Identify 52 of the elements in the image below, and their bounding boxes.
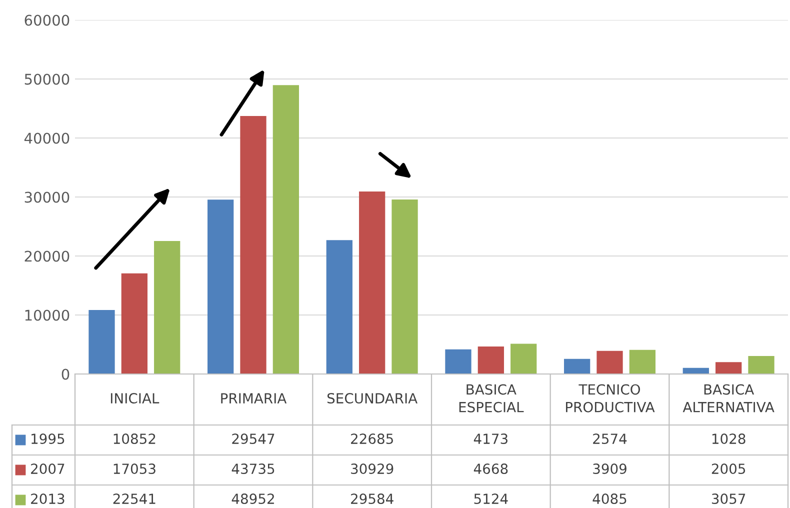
x-tick-label: BASICA ESPECIAL: [459, 384, 524, 412]
y-tick-label: 10000: [25, 310, 70, 321]
bar: [596, 350, 623, 374]
bar: [510, 344, 537, 374]
data-label: 22541: [113, 494, 156, 504]
data-label: 2005: [712, 464, 746, 474]
data-label: 3909: [593, 464, 626, 474]
y-tick-label: 60000: [24, 14, 70, 26]
data-label: 48952: [232, 494, 274, 504]
bar: [326, 240, 352, 374]
y-tick-label: 20000: [24, 250, 70, 262]
data-label: 4668: [474, 464, 508, 474]
bar: [478, 346, 504, 374]
bar: [240, 116, 266, 374]
bar: [629, 350, 656, 374]
data-label: 2574: [593, 434, 627, 444]
data-label: 1028: [712, 434, 746, 444]
bar: [682, 368, 709, 374]
y-tick-label: 40000: [24, 132, 70, 144]
legend-label: 2007: [31, 464, 64, 474]
y-tick-label: 0: [62, 368, 70, 380]
bar: [359, 192, 386, 374]
data-label: 30929: [351, 464, 394, 474]
x-tick-label: BASICA ALTERNATIVA: [682, 384, 774, 412]
data-label: 5124: [474, 494, 508, 504]
bar: [208, 200, 234, 374]
y-tick-label: 30000: [24, 192, 70, 203]
data-label: 10852: [114, 434, 156, 444]
bar: [272, 85, 299, 374]
bar: [748, 356, 774, 374]
bar: [392, 199, 418, 374]
data-label: 4085: [592, 494, 626, 504]
bar: [88, 310, 115, 374]
x-tick-label: INICIAL: [110, 393, 160, 404]
y-tick-label: 50000: [24, 74, 70, 85]
data-label: 4173: [474, 434, 508, 444]
bar: [716, 362, 742, 374]
x-tick-label: SECUNDARIA: [327, 393, 418, 404]
data-label: 22685: [351, 434, 393, 444]
data-label: 29547: [232, 434, 274, 444]
x-tick-label: TECNICO PRODUCTIVA: [566, 384, 655, 412]
bar: [564, 358, 590, 374]
bar: [121, 273, 148, 374]
legend-label: 2013: [31, 494, 64, 504]
data-label: 3057: [712, 494, 746, 504]
bar: [154, 241, 180, 374]
data-label: 43735: [232, 464, 274, 474]
legend-label: 1995: [32, 434, 64, 444]
data-label: 17053: [114, 464, 156, 474]
bar: [445, 349, 472, 374]
x-tick-label: PRIMARIA: [221, 393, 287, 404]
data-label: 29584: [351, 494, 394, 504]
